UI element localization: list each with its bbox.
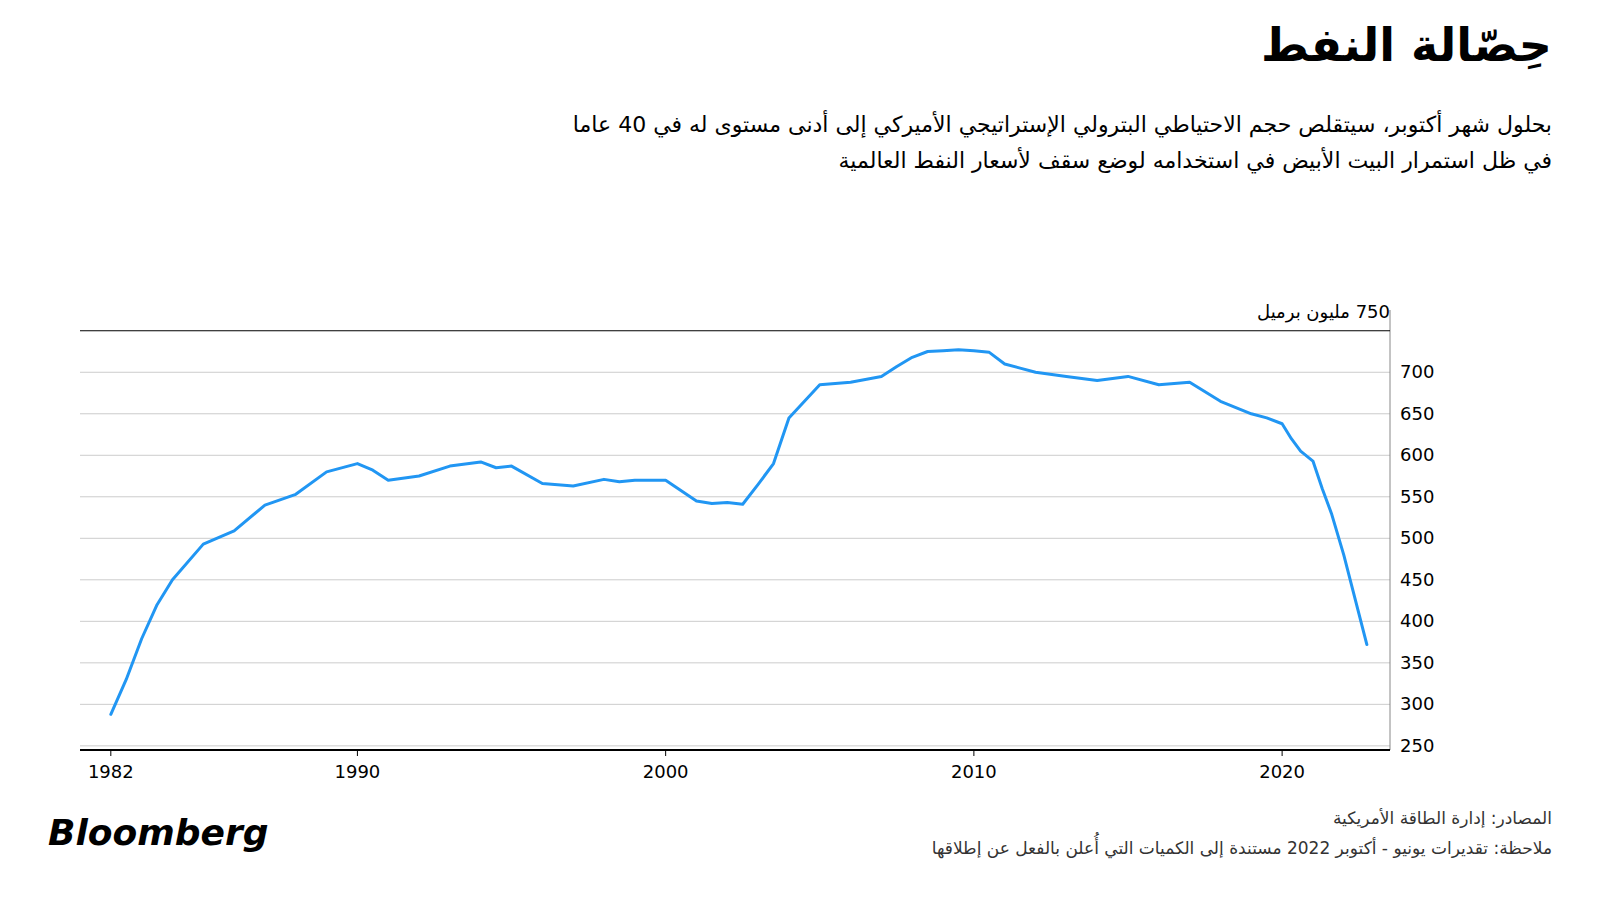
y-tick-label: 350 <box>1400 652 1434 673</box>
subtitle: بحلول شهر أكتوبر، سيتقلص حجم الاحتياطي ا… <box>573 112 1552 137</box>
grid-line <box>80 538 1390 539</box>
grid-line <box>80 455 1390 456</box>
x-tick <box>1282 750 1283 756</box>
title: حِصّالة النفط <box>1261 18 1552 72</box>
x-tick-label: 1982 <box>88 761 134 782</box>
grid-line <box>80 662 1390 663</box>
grid-line <box>80 496 1390 497</box>
x-tick-label: 2000 <box>643 761 689 782</box>
annotation: 750 مليون برميل <box>1257 301 1390 322</box>
credit: Bloomberg <box>48 812 268 853</box>
subtitle: في ظل استمرار البيت الأبيض في استخدامه ل… <box>839 148 1552 173</box>
y-tick-label: 300 <box>1400 693 1434 714</box>
y-tick-label: 400 <box>1400 610 1434 631</box>
grid-line <box>80 579 1390 580</box>
x-tick <box>110 750 111 756</box>
grid <box>80 372 1390 746</box>
y-tick-label: 650 <box>1400 403 1434 424</box>
grid-line <box>80 704 1390 705</box>
plot-area <box>111 350 1367 714</box>
y-tick-label: 550 <box>1400 486 1434 507</box>
x-tick <box>665 750 666 756</box>
line <box>111 350 1367 714</box>
x-tick <box>357 750 358 756</box>
x-tick-label: 1990 <box>335 761 381 782</box>
source: ملاحظة: تقديرات يونيو - أكتوبر 2022 مستن… <box>932 838 1552 858</box>
reference-line <box>80 330 1390 331</box>
x-tick-label: 2020 <box>1259 761 1305 782</box>
y-tick-label: 250 <box>1400 735 1434 756</box>
grid-line <box>80 413 1390 414</box>
y-tick-label: 700 <box>1400 361 1434 382</box>
grid-line <box>80 745 1390 746</box>
y-tick-label: 600 <box>1400 444 1434 465</box>
y-tick-label: 450 <box>1400 569 1434 590</box>
x-tick <box>973 750 974 756</box>
y-tick-label: 500 <box>1400 527 1434 548</box>
source: المصادر: إدارة الطاقة الأمريكية <box>1333 808 1552 828</box>
x-tick-label: 2010 <box>951 761 997 782</box>
grid-line <box>80 621 1390 622</box>
grid-line <box>80 372 1390 373</box>
y-axis-line <box>1390 310 1391 750</box>
x-axis-line <box>80 749 1390 751</box>
